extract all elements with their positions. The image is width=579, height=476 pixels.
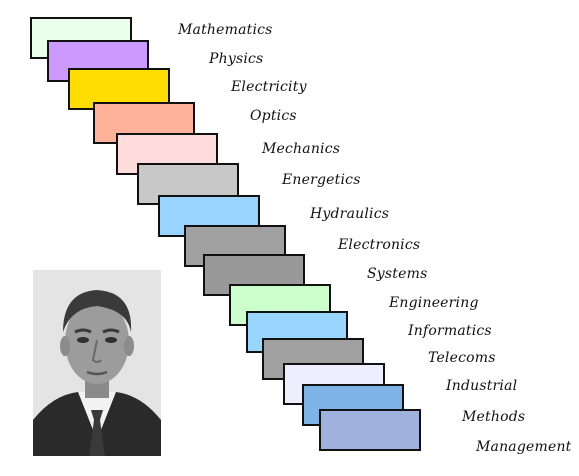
step-label-electronics: Electronics <box>338 237 421 253</box>
step-label-methods: Methods <box>462 409 526 425</box>
step-label-informatics: Informatics <box>408 323 492 339</box>
person-photo-icon <box>33 270 161 456</box>
step-label-management: Management <box>476 439 572 455</box>
step-label-energetics: Energetics <box>282 172 361 188</box>
step-label-mathematics: Mathematics <box>178 22 273 38</box>
step-label-optics: Optics <box>250 108 297 124</box>
step-label-industrial: Industrial <box>446 378 518 394</box>
step-label-telecoms: Telecoms <box>428 350 496 366</box>
step-label-engineering: Engineering <box>389 295 479 311</box>
step-label-physics: Physics <box>209 51 264 67</box>
step-box-management <box>319 409 421 451</box>
step-label-mechanics: Mechanics <box>262 141 341 157</box>
portrait-photo <box>33 270 161 456</box>
step-label-electricity: Electricity <box>231 79 307 95</box>
step-label-hydraulics: Hydraulics <box>310 206 390 222</box>
step-label-systems: Systems <box>367 266 428 282</box>
